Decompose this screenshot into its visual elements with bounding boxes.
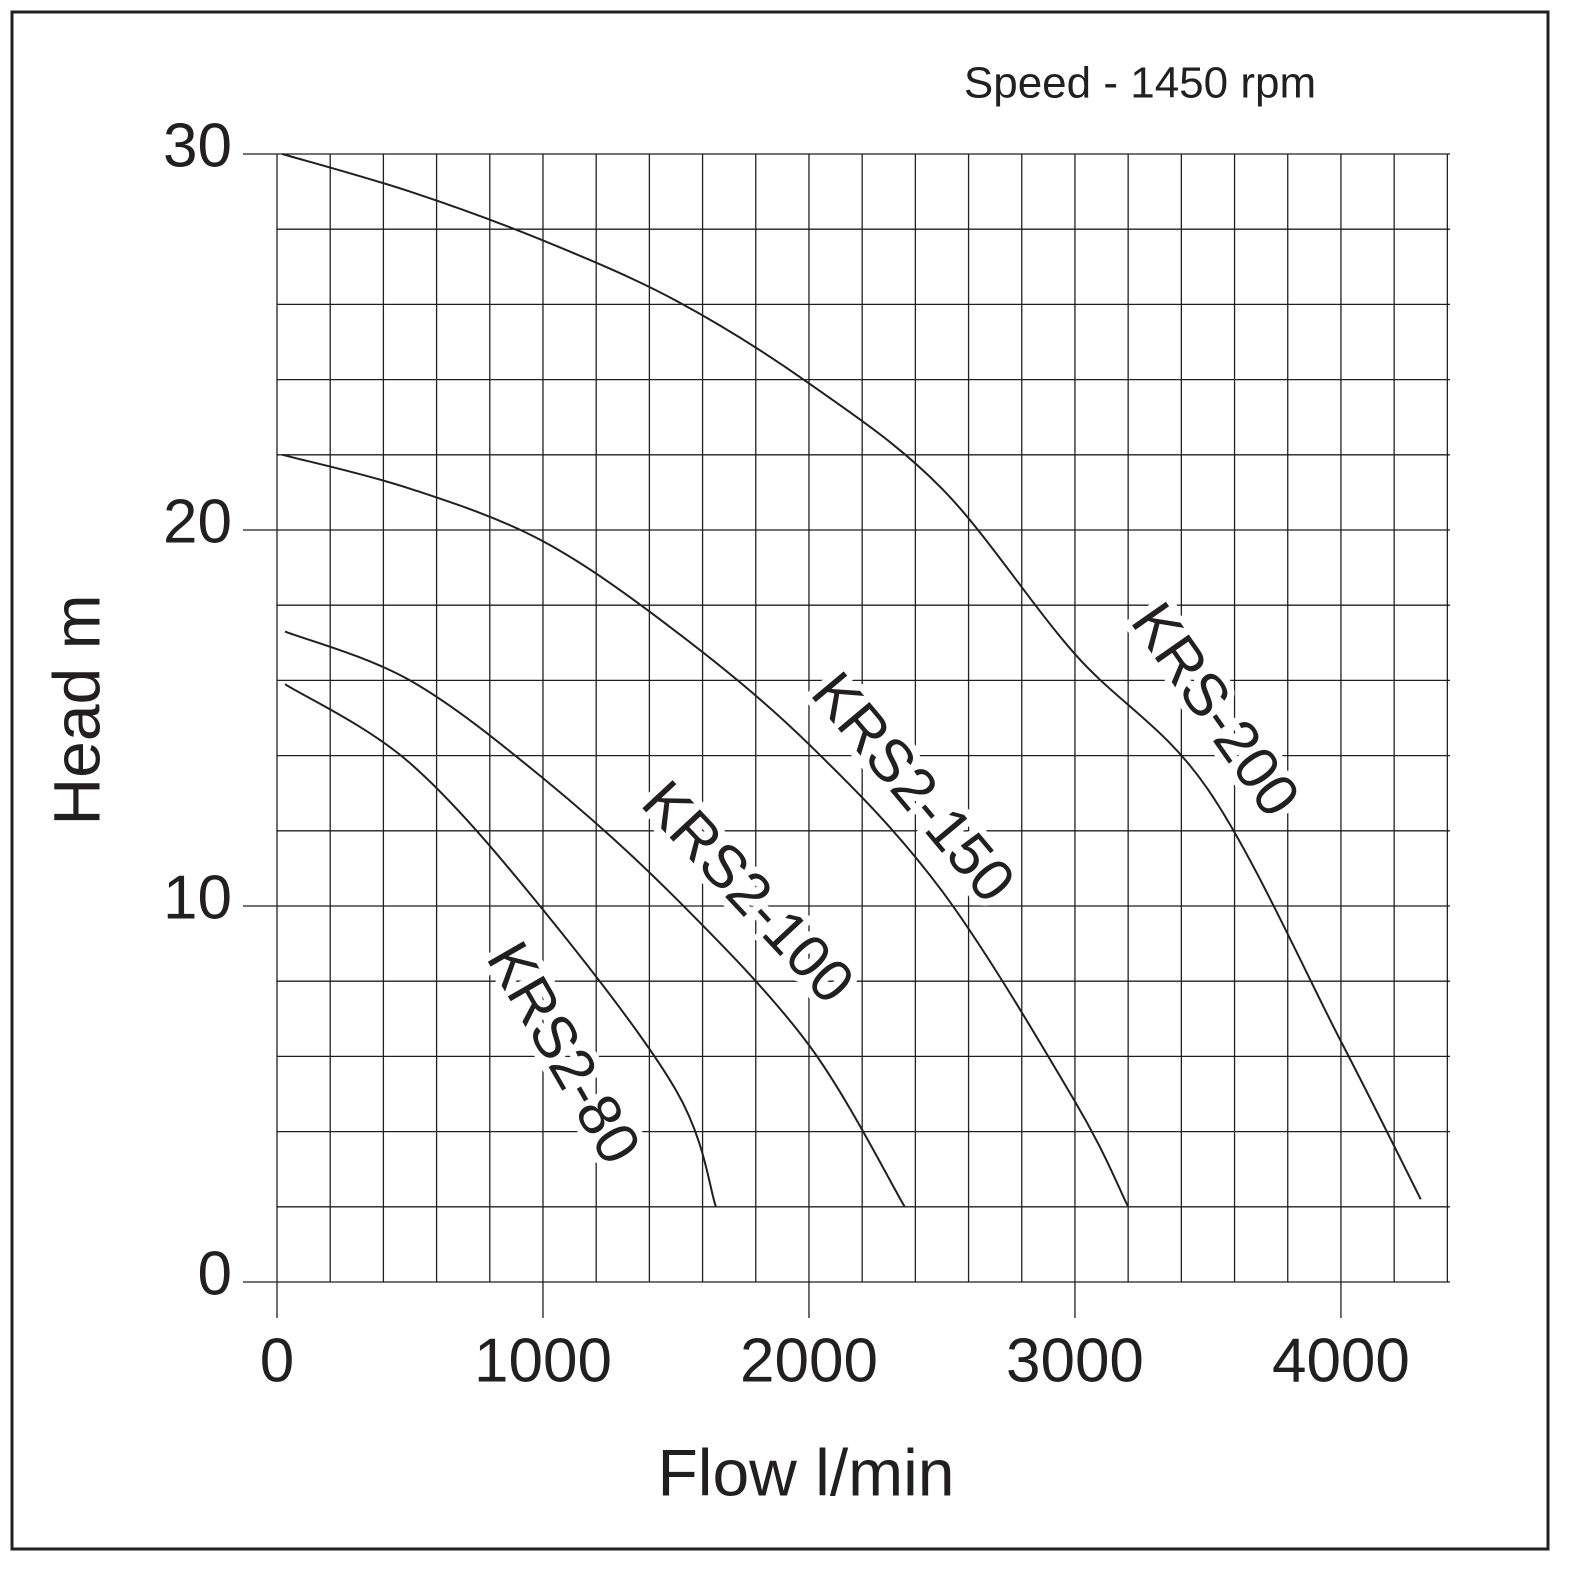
curve — [284, 683, 717, 1208]
y-tick-label: 0 — [198, 1239, 232, 1308]
curve — [284, 630, 906, 1208]
curve — [282, 153, 1422, 1200]
curve — [282, 453, 1130, 1208]
chart-title: Speed - 1450 rpm — [964, 59, 1316, 108]
frame — [10, 10, 1550, 1551]
y-tick-label: 10 — [163, 863, 232, 932]
y-tick-label: 20 — [163, 487, 232, 556]
x-tick-label: 0 — [260, 1326, 294, 1395]
y-tick-label: 30 — [163, 111, 232, 180]
x-tick-label: 2000 — [740, 1326, 878, 1395]
x-tick-label: 4000 — [1272, 1326, 1410, 1395]
y-axis-label: Head m — [39, 594, 113, 825]
x-tick-label: 3000 — [1006, 1326, 1144, 1395]
x-axis-label: Flow l/min — [657, 1435, 954, 1509]
x-tick-label: 1000 — [474, 1326, 612, 1395]
